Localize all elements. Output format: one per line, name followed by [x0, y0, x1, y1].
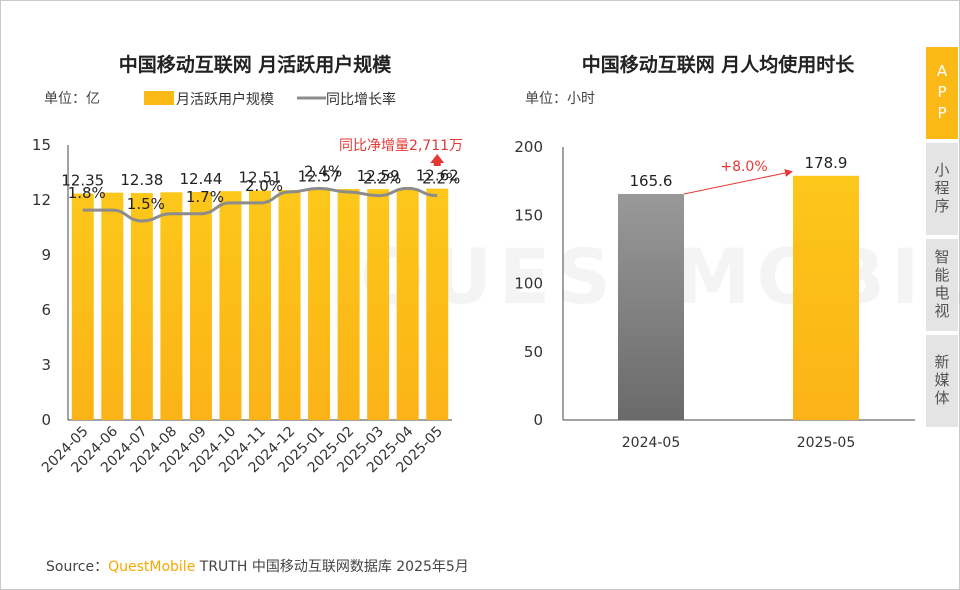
side-tab-new-media[interactable]: 新媒体	[926, 335, 958, 427]
growth-rate-label: 2.2%	[422, 170, 460, 188]
legend-bar-label: 月活跃用户规模	[176, 91, 274, 108]
source-note: Source：QuestMobile TRUTH 中国移动互联网数据库 2025…	[46, 556, 469, 576]
growth-rate-label: 2.2%	[363, 170, 401, 188]
mau-bar	[367, 189, 390, 420]
growth-rate-label: 2.0%	[245, 177, 283, 195]
source-rest: TRUTH 中国移动互联网数据库 2025年5月	[195, 559, 469, 575]
chart2-ytick-label: 150	[514, 206, 543, 224]
mau-bar-value: 12.62	[416, 167, 459, 185]
mau-bar	[396, 189, 419, 420]
growth-rate-label: 1.5%	[127, 195, 165, 213]
chart2-ytick-label: 200	[514, 138, 543, 156]
mau-bar-value: 12.35	[61, 172, 104, 190]
chart2-ytick-label: 50	[524, 343, 543, 361]
chart1-title: 中国移动互联网 月活跃用户规模	[119, 53, 393, 76]
chart1-ytick-label: 9	[41, 246, 51, 264]
mau-bar-value: 12.44	[179, 170, 222, 188]
chart1-ytick-label: 0	[41, 411, 51, 429]
side-tab-smart-tv[interactable]: 智能电视	[926, 239, 958, 331]
mau-bar-value: 12.59	[357, 167, 400, 185]
growth-rate-label: 2.4%	[304, 162, 342, 180]
mau-bar	[130, 193, 153, 420]
chart2-xtick-label: 2024-05	[622, 435, 681, 451]
growth-arrow	[683, 169, 793, 195]
mau-bar-value: 12.57	[298, 168, 341, 186]
mau-bar	[337, 189, 360, 420]
chart1-ytick-label: 3	[41, 356, 51, 374]
chart2-ytick-label: 0	[533, 411, 543, 429]
growth-rate-label: 1.8%	[68, 184, 106, 202]
mau-bar	[71, 193, 94, 420]
mau-bar-value: 12.38	[120, 171, 163, 189]
chart1-unit: 单位：亿	[44, 91, 100, 107]
mau-bar	[278, 190, 301, 420]
chart2-title: 中国移动互联网 月人均使用时长	[582, 53, 856, 76]
side-tab-app[interactable]: APP	[926, 47, 958, 139]
usage-time-value: 178.9	[805, 154, 848, 172]
mau-bar	[249, 190, 271, 420]
chart2-ytick-label: 100	[514, 275, 543, 293]
legend-bar-swatch	[144, 91, 174, 105]
growth-rate-line	[82, 186, 438, 223]
growth-label: +8.0%	[720, 159, 767, 175]
chart1-ytick-label: 12	[32, 191, 51, 209]
mau-bar	[426, 188, 449, 420]
mau-bar	[160, 192, 183, 420]
side-tab-mini-program[interactable]: 小程序	[926, 143, 958, 235]
mau-bar-value: 12.51	[239, 169, 282, 187]
chart1-ytick-label: 6	[41, 301, 51, 319]
side-tabs: APP 小程序 智能电视 新媒体	[926, 47, 958, 431]
chart1-ytick-label: 15	[32, 136, 51, 154]
mau-bar	[101, 192, 124, 420]
source-brand: QuestMobile	[108, 559, 196, 575]
chart2-unit: 单位：小时	[525, 91, 595, 107]
legend-line-label: 同比增长率	[326, 91, 396, 108]
mau-bar	[189, 191, 212, 420]
net-increase-annotation: 同比净增量2,711万	[339, 138, 463, 154]
up-arrow-icon	[430, 154, 445, 163]
growth-rate-label: 1.7%	[186, 188, 224, 206]
usage-time-bar	[618, 193, 684, 420]
mau-bar	[308, 189, 331, 420]
up-arrow-stem	[433, 162, 441, 166]
usage-time-bar	[793, 175, 859, 420]
source-prefix: Source：	[46, 559, 109, 575]
mau-bar	[219, 191, 242, 420]
chart2-xtick-label: 2025-05	[797, 435, 856, 451]
usage-time-value: 165.6	[630, 172, 673, 190]
